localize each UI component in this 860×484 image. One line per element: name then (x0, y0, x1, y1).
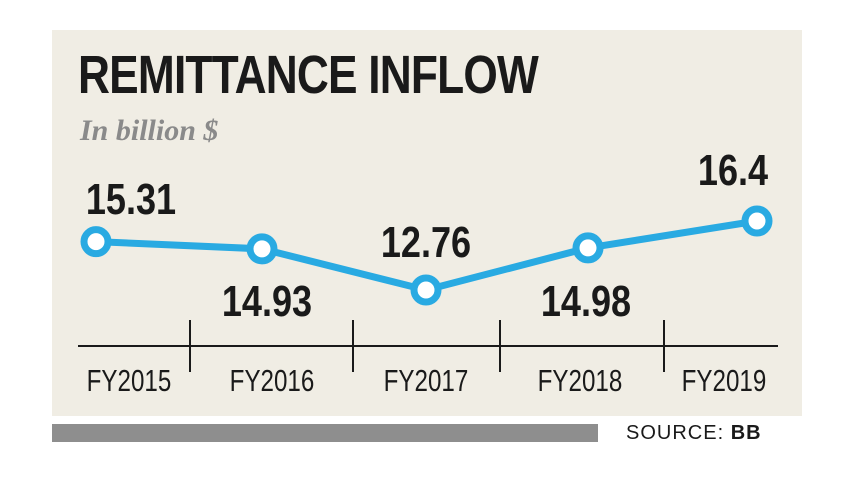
source-text: SOURCE: BB (626, 422, 762, 445)
data-label: 15.31 (86, 175, 176, 224)
data-label: 14.93 (222, 277, 312, 326)
data-label: 12.76 (381, 218, 471, 267)
data-point (80, 226, 112, 258)
source-name: BB (730, 422, 762, 444)
x-tick-label: FY2017 (384, 363, 469, 398)
chart-subtitle: In billion $ (80, 114, 219, 147)
x-tick-label: FY2016 (230, 363, 315, 398)
data-label: 14.98 (541, 277, 631, 326)
source-bar (52, 424, 598, 442)
data-point (410, 274, 442, 306)
x-tick-label: FY2018 (538, 363, 623, 398)
chart-panel (52, 30, 802, 416)
x-tick-label: FY2015 (87, 363, 172, 398)
data-point (741, 205, 773, 237)
source-label: SOURCE: (626, 422, 725, 444)
chart-title: REMITTANCE INFLOW (78, 45, 539, 105)
data-point (246, 233, 278, 265)
data-label: 16.4 (698, 146, 769, 195)
x-tick-label: FY2019 (682, 363, 767, 398)
data-point (572, 232, 604, 264)
